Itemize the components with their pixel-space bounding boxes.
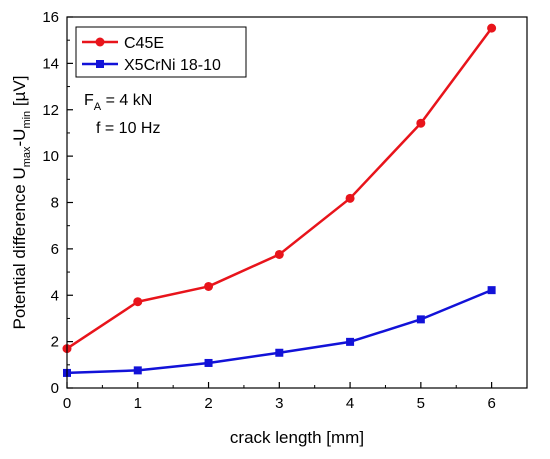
series-0-point-6: [487, 23, 497, 33]
series-1-point-5: [416, 315, 425, 324]
y-axis-title-main: Potential difference U: [10, 167, 29, 329]
y-tick-label-8: 16: [42, 9, 59, 26]
y-tick-label-3: 6: [51, 241, 59, 258]
series-line-1: [66, 288, 493, 375]
x-tick-label-2: 2: [204, 395, 212, 412]
x-tick-label-3: 3: [275, 395, 283, 412]
legend-entry-x5crni: X5CrNi 18-10: [82, 57, 221, 74]
y-axis-title: Potential difference Umax-Umin [µV]: [10, 75, 33, 329]
y-tick-label-7: 14: [42, 55, 59, 72]
y-tick-label-0: 0: [51, 380, 59, 397]
y-axis-title-unit: [µV]: [10, 75, 29, 110]
legend-label-c45e: C45E: [124, 35, 164, 52]
y-tick-label-1: 2: [51, 334, 59, 351]
annotation-force-rest: = 4 kN: [101, 92, 152, 109]
series-0-point-4: [345, 193, 355, 203]
legend-entry-c45e: C45E: [82, 35, 164, 52]
y-axis: 0 2 4 6 8 10 12 14 16: [42, 9, 73, 397]
series-0-point-5: [416, 118, 426, 128]
y-tick-label-5: 10: [42, 148, 59, 165]
annotation-force-main: F: [84, 92, 94, 109]
series-1-point-3: [275, 348, 284, 357]
series-0-point-2: [204, 281, 214, 291]
plot-lines: [66, 27, 493, 375]
x-tick-label-5: 5: [417, 395, 425, 412]
x-axis: 0 1 2 3 4 5 6: [63, 382, 496, 412]
legend-marker-c45e: [95, 37, 105, 47]
y-axis-title-mid: -U: [10, 129, 29, 147]
series-1-point-1: [133, 366, 142, 375]
x-tick-label-0: 0: [63, 395, 71, 412]
series-1-point-6: [487, 286, 496, 295]
y-tick-label-4: 8: [51, 195, 59, 212]
series-0-point-1: [133, 297, 143, 307]
y-axis-title-sub-min: min: [21, 111, 33, 129]
annotation-force: FA = 4 kN: [84, 92, 152, 113]
y-axis-title-sub-max: max: [21, 146, 33, 167]
y-tick-label-2: 4: [51, 287, 59, 304]
series-1-point-4: [346, 337, 355, 346]
legend: C45E X5CrNi 18-10: [75, 26, 247, 78]
x-tick-label-4: 4: [346, 395, 354, 412]
legend-marker-x5crni: [96, 60, 104, 68]
annotation-frequency: f = 10 Hz: [96, 120, 160, 137]
x-tick-label-1: 1: [134, 395, 142, 412]
series-1-point-2: [204, 358, 213, 367]
x-axis-title: crack length [mm]: [230, 428, 364, 447]
series-0-point-3: [274, 249, 284, 259]
x-tick-label-6: 6: [487, 395, 495, 412]
legend-label-x5crni: X5CrNi 18-10: [124, 57, 221, 74]
annotation-force-sub: A: [94, 101, 102, 113]
y-tick-label-6: 12: [42, 102, 59, 119]
legend-box: [75, 26, 247, 78]
